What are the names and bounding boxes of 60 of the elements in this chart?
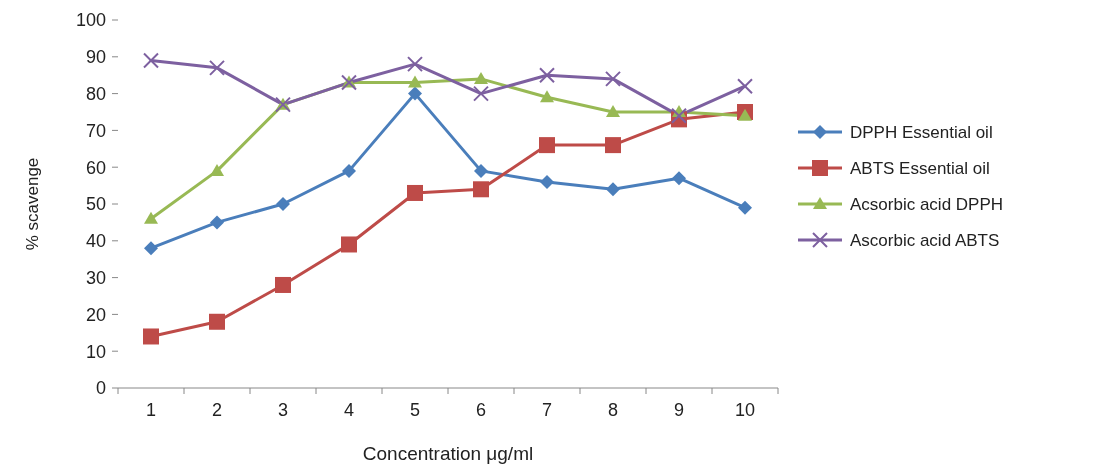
point bbox=[605, 70, 621, 87]
point bbox=[275, 276, 291, 293]
x-tick-label: 3 bbox=[277, 400, 289, 420]
y-tick-label: 50 bbox=[85, 194, 106, 215]
y-tick-label: 100 bbox=[75, 10, 106, 31]
point bbox=[407, 184, 423, 201]
x-tick-label: 6 bbox=[475, 400, 487, 420]
point bbox=[474, 163, 488, 178]
x-tick-label: 4 bbox=[343, 400, 355, 420]
y-tick-label: 40 bbox=[85, 231, 106, 252]
point bbox=[276, 197, 290, 211]
x-tick-label: 5 bbox=[409, 400, 421, 420]
point bbox=[539, 67, 555, 84]
y-tick-label: 20 bbox=[85, 304, 106, 325]
x-tick-label: 7 bbox=[541, 400, 553, 420]
y-tick-label: 90 bbox=[85, 47, 106, 68]
point bbox=[473, 85, 489, 102]
legend-label: ABTS Essential oil bbox=[850, 158, 990, 178]
legend-label: DPPH Essential oil bbox=[850, 122, 993, 142]
point bbox=[144, 241, 158, 256]
y-tick-label: 60 bbox=[85, 157, 106, 178]
point bbox=[210, 215, 224, 230]
x-tick-label: 1 bbox=[145, 400, 157, 420]
x-tick-label: 8 bbox=[607, 400, 619, 420]
point bbox=[540, 90, 554, 103]
y-axis-title: % scavenge bbox=[23, 157, 42, 251]
point bbox=[144, 211, 158, 224]
x-tick-label: 10 bbox=[734, 400, 756, 420]
y-tick-label: 30 bbox=[85, 267, 106, 288]
legend-label: Acsorbic acid DPPH bbox=[850, 194, 1004, 214]
point bbox=[143, 52, 159, 69]
point bbox=[474, 71, 488, 84]
point bbox=[671, 107, 687, 124]
point bbox=[209, 59, 225, 76]
point bbox=[606, 105, 620, 117]
x-tick-label: 9 bbox=[673, 400, 685, 420]
point bbox=[539, 137, 555, 154]
legend-label: Ascorbic acid ABTS bbox=[850, 230, 1000, 250]
point bbox=[341, 236, 357, 253]
x-axis-title: Concentration μg/ml bbox=[362, 443, 534, 464]
point bbox=[737, 78, 753, 95]
point bbox=[540, 174, 554, 189]
point bbox=[606, 182, 620, 197]
x-tick-label: 2 bbox=[211, 400, 223, 420]
point bbox=[473, 181, 489, 198]
point bbox=[738, 108, 752, 121]
y-tick-label: 0 bbox=[95, 378, 106, 399]
point bbox=[407, 56, 423, 73]
point bbox=[408, 86, 422, 101]
point bbox=[738, 200, 752, 215]
point bbox=[408, 75, 422, 88]
y-tick-label: 80 bbox=[85, 83, 106, 104]
y-tick-label: 10 bbox=[85, 341, 106, 362]
point bbox=[342, 163, 356, 178]
y-tick-label: 70 bbox=[85, 120, 106, 141]
point bbox=[605, 137, 621, 154]
point bbox=[210, 163, 224, 176]
point bbox=[209, 313, 225, 330]
point bbox=[672, 171, 686, 186]
point bbox=[143, 328, 159, 345]
